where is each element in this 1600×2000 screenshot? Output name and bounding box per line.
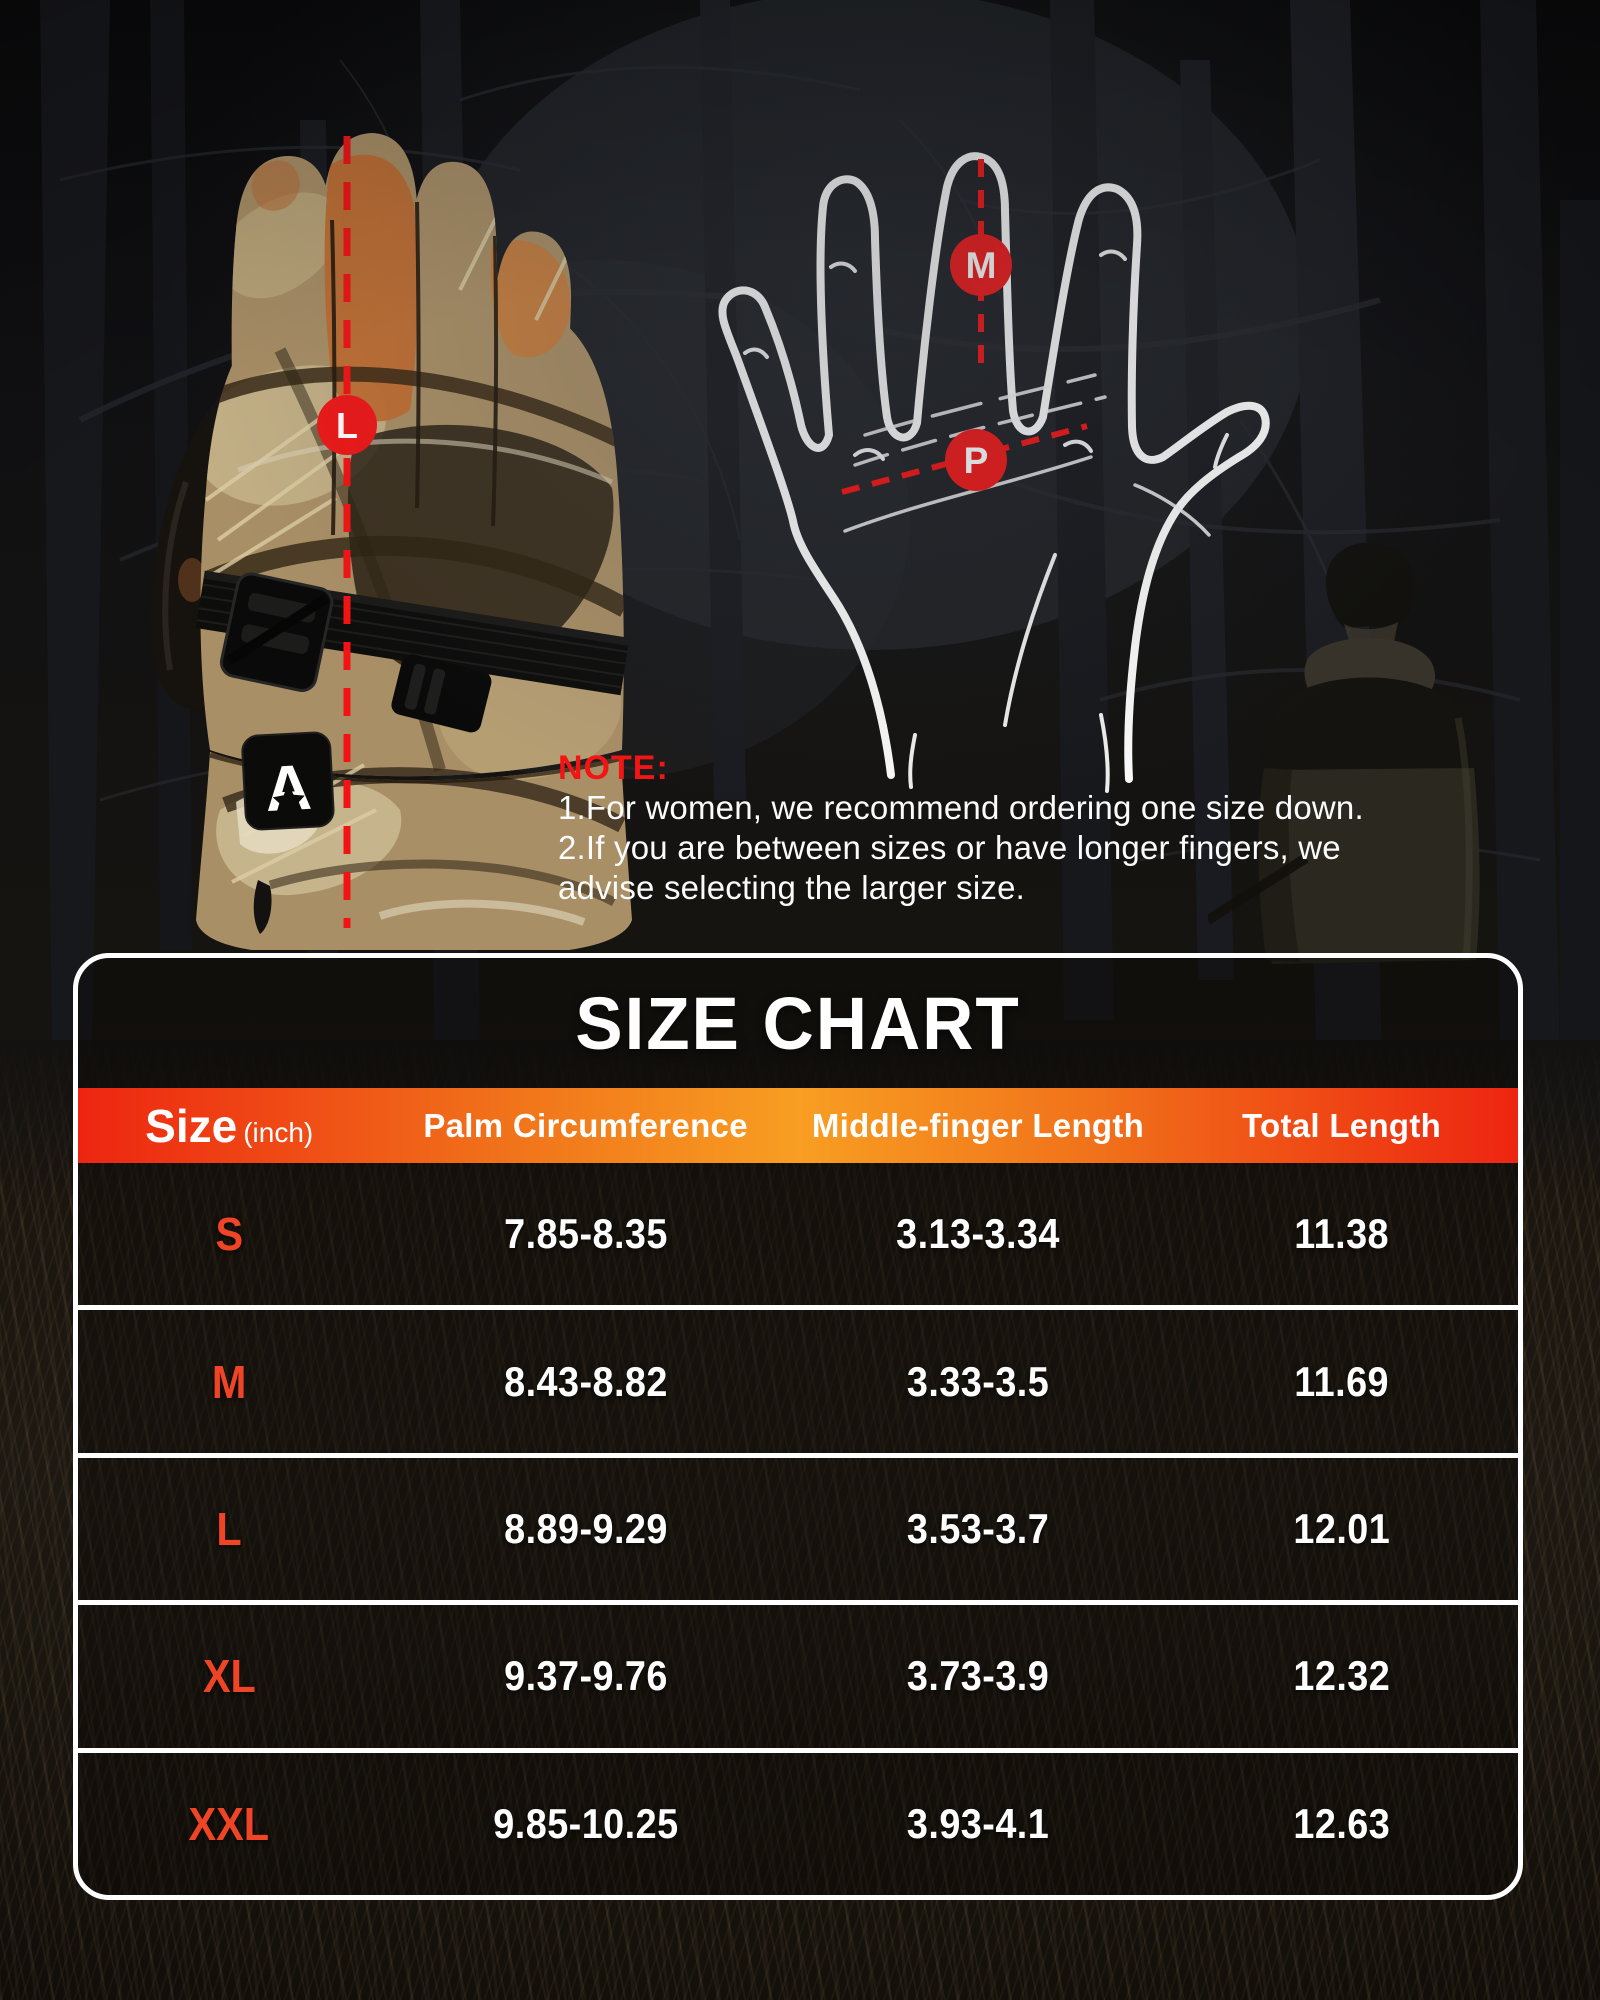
size-chart-card: SIZE CHART Size (inch) Palm Circumferenc… — [73, 953, 1523, 1900]
header-total-length: Total Length — [1242, 1106, 1442, 1144]
zipper-pull — [253, 880, 272, 934]
note-heading: NOTE: — [558, 749, 669, 787]
total-length-cell: 12.63 — [1293, 1799, 1390, 1847]
table-row-m: M 8.43-8.82 3.33-3.5 11.69 — [78, 1305, 1518, 1452]
total-length-cell: 11.69 — [1294, 1357, 1389, 1405]
strap-buckle — [219, 572, 334, 693]
palm-circumference-cell: 7.85-8.35 — [503, 1210, 668, 1258]
header-unit-label: (inch) — [243, 1116, 314, 1148]
note-line-2: 2.If you are between sizes or have longe… — [558, 829, 1341, 866]
palm-circumference-cell: 8.89-9.29 — [503, 1505, 668, 1553]
size-value: XXL — [188, 1797, 270, 1850]
size-value: L — [216, 1503, 242, 1556]
middle-finger-length-cell: 3.53-3.7 — [906, 1505, 1050, 1553]
hunter-beanie — [1325, 542, 1415, 628]
table-row-l: L 8.89-9.29 3.53-3.7 12.01 — [78, 1452, 1518, 1600]
hand-crease-lines — [743, 249, 1229, 793]
total-length-cell: 12.32 — [1293, 1652, 1390, 1700]
glove-thumb-camo-spot — [178, 558, 206, 602]
size-cell: L — [78, 1502, 380, 1556]
note-line-3: advise selecting the larger size. — [558, 869, 1026, 906]
tree-trunks — [40, 0, 1600, 1150]
palm-circumference-cell: 9.37-9.76 — [503, 1652, 668, 1700]
size-cell: XXL — [78, 1797, 380, 1851]
marker-P-label: P — [964, 440, 989, 481]
header-palm-circumference: Palm Circumference — [423, 1106, 748, 1144]
middle-finger-length-cell: 3.33-3.5 — [906, 1357, 1050, 1405]
marker-P: P — [945, 429, 1007, 491]
middle-finger-length-cell: 3.73-3.9 — [906, 1652, 1050, 1700]
size-value: XL — [202, 1650, 256, 1703]
total-length-cell: 11.38 — [1294, 1210, 1389, 1258]
size-cell: XL — [78, 1649, 380, 1703]
rifle-barrel — [1208, 853, 1309, 925]
note-line-1: 1.For women, we recommend ordering one s… — [558, 789, 1364, 826]
header-size-cell: Size (inch) — [78, 1099, 380, 1153]
marker-L-label: L — [336, 405, 358, 446]
middle-finger-length-cell: 3.13-3.34 — [896, 1210, 1060, 1258]
hand-measurement-sketch: M P — [718, 152, 1270, 793]
glove-thumb-highlight — [162, 481, 189, 671]
hunter-arm-shadow — [1258, 768, 1300, 962]
table-row-s: S 7.85-8.35 3.13-3.34 11.38 — [78, 1163, 1518, 1305]
sizing-note: NOTE: 1.For women, we recommend ordering… — [558, 748, 1568, 908]
marker-M: M — [950, 234, 1012, 296]
glove-illustration: A L — [150, 133, 632, 950]
size-value: S — [215, 1208, 243, 1261]
hunter-silhouette — [1208, 542, 1480, 964]
total-length-cell: 12.01 — [1293, 1505, 1390, 1553]
hand-outline — [718, 152, 1270, 783]
palm-circumference-cell: 8.43-8.82 — [503, 1357, 668, 1405]
size-value: M — [211, 1355, 247, 1408]
size-cell: S — [78, 1207, 380, 1261]
table-row-xxl: XXL 9.85-10.25 3.93-4.1 12.63 — [78, 1747, 1518, 1895]
size-chart-rows: S 7.85-8.35 3.13-3.34 11.38 M 8.43-8.82 … — [78, 1163, 1518, 1895]
palm-circumference-cell: 9.85-10.25 — [492, 1799, 679, 1847]
palm-crease-lines — [843, 373, 1211, 537]
brand-patch: A — [241, 731, 335, 831]
header-size-label: Size — [145, 1099, 238, 1152]
size-cell: M — [78, 1355, 380, 1409]
marker-L: L — [317, 395, 377, 455]
hunter-rim-light — [1454, 717, 1473, 961]
hunter-shoulders — [1263, 677, 1474, 774]
brand-star-icon — [272, 783, 305, 816]
strap-clip — [391, 654, 492, 733]
size-chart-title: SIZE CHART — [575, 981, 1021, 1065]
header-middle-finger-length: Middle-finger Length — [811, 1106, 1145, 1144]
middle-finger-length-cell: 3.93-4.1 — [906, 1799, 1050, 1847]
grass-texture — [0, 1040, 1600, 2000]
size-chart-header-row: Size (inch) Palm Circumference Middle-fi… — [78, 1088, 1518, 1163]
marker-M-label: M — [966, 245, 997, 286]
table-row-xl: XL 9.37-9.76 3.73-3.9 12.32 — [78, 1600, 1518, 1747]
hunter-jacket — [1260, 768, 1480, 964]
size-chart-title-wrap: SIZE CHART — [78, 958, 1518, 1088]
